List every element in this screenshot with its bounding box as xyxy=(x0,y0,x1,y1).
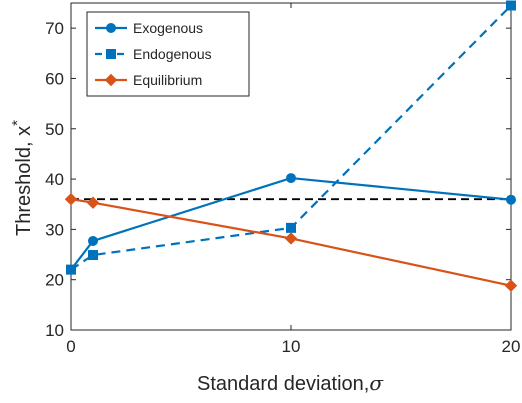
data-point-equilibrium-1 xyxy=(86,196,100,209)
series-line-exogenous xyxy=(70,176,512,271)
data-point-exogenous-3 xyxy=(506,194,516,205)
y-axis-label: Threshold, x* xyxy=(9,120,35,236)
x-tick-label-0: 0 xyxy=(66,337,75,356)
data-point-equilibrium-2 xyxy=(284,232,298,245)
y-tick-label-50: 50 xyxy=(45,120,64,139)
y-tick-label-70: 70 xyxy=(45,19,64,38)
data-point-exogenous-1 xyxy=(88,235,98,246)
y-tick-label-30: 30 xyxy=(45,220,64,239)
y-tick-label-10: 10 xyxy=(45,321,64,340)
legend-label-exogenous: Exogenous xyxy=(133,20,203,36)
data-point-endogenous-3 xyxy=(506,0,516,11)
x-axis-label: Standard deviation,σ xyxy=(197,371,384,395)
series-line-equilibrium xyxy=(70,198,512,287)
legend-label-endogenous: Endogenous xyxy=(133,46,212,62)
data-point-equilibrium-0 xyxy=(64,192,78,206)
data-point-equilibrium-3 xyxy=(504,279,518,292)
x-axis-label-symbol: σ xyxy=(369,371,384,395)
legend-label-equilibrium: Equilibrium xyxy=(133,72,202,88)
legend: Exogenous Endogenous Equilibrium xyxy=(86,11,250,97)
series-line-endogenous xyxy=(70,4,512,271)
data-point-endogenous-0 xyxy=(66,264,76,275)
data-point-exogenous-2 xyxy=(286,173,296,184)
y-tick-label-40: 40 xyxy=(45,170,64,189)
y-tick-label-20: 20 xyxy=(45,271,64,290)
legend-marker-endogenous xyxy=(106,49,116,59)
y-tick-label-60: 60 xyxy=(45,69,64,88)
legend-marker-equilibrium xyxy=(104,73,118,87)
data-point-endogenous-1 xyxy=(88,250,98,261)
series-equilibrium xyxy=(64,192,518,292)
series-layer xyxy=(64,0,518,292)
data-point-endogenous-2 xyxy=(286,222,296,233)
legend-marker-exogenous xyxy=(106,23,116,33)
x-tick-label-10: 10 xyxy=(282,337,301,356)
y-axis-label-superscript: * xyxy=(9,120,26,126)
axis-labels: Standard deviation,σ Threshold, x* xyxy=(9,120,384,395)
x-tick-label-20: 20 xyxy=(502,337,521,356)
